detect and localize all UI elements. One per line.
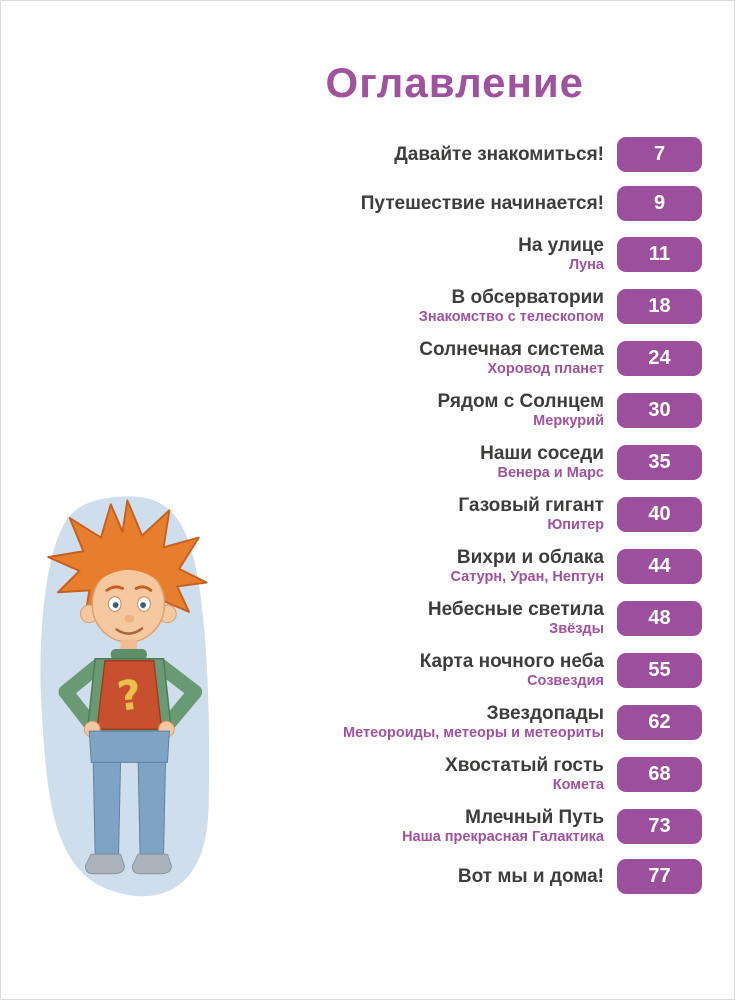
toc-entry-title: Вихри и облака	[456, 547, 604, 568]
toc-entry-title: Рядом с Солнцем	[437, 391, 604, 412]
toc-entry: Вихри и облака Сатурн, Уран, Нептун 44	[102, 547, 702, 585]
toc-entry-text: Хвостатый гость Комета	[445, 755, 604, 793]
toc-entry-text: На улице Луна	[518, 235, 604, 273]
toc-entry-text: В обсерватории Знакомство с телескопом	[419, 287, 604, 325]
toc-entry: Солнечная система Хоровод планет 24	[102, 339, 702, 377]
page-number-badge: 11	[617, 236, 702, 272]
page-number-badge: 18	[617, 288, 702, 324]
toc-entry-text: Звездопады Метеороиды, метеоры и метеори…	[343, 703, 604, 741]
toc-entry-text: Рядом с Солнцем Меркурий	[437, 391, 604, 429]
page-number-badge: 68	[617, 756, 702, 792]
page-number-badge: 9	[617, 186, 702, 221]
toc-entry-subtitle: Метеороиды, метеоры и метеориты	[343, 725, 604, 741]
toc-entry: Путешествие начинается! 9	[102, 186, 702, 221]
toc-entry-title: Карта ночного неба	[419, 651, 604, 672]
toc-entry: Млечный Путь Наша прекрасная Галактика 7…	[102, 807, 702, 845]
toc-entry-text: Вихри и облака Сатурн, Уран, Нептун	[450, 547, 604, 585]
page-number-badge: 7	[617, 137, 702, 172]
toc-entry-subtitle: Сатурн, Уран, Нептун	[450, 569, 604, 585]
toc-entry: В обсерватории Знакомство с телескопом 1…	[102, 287, 702, 325]
toc-entry-subtitle: Наша прекрасная Галактика	[402, 829, 604, 845]
toc-entry: Давайте знакомиться! 7	[102, 137, 702, 172]
toc-entry-subtitle: Знакомство с телескопом	[418, 309, 604, 325]
toc-entry-text: Млечный Путь Наша прекрасная Галактика	[402, 807, 604, 845]
page-number-badge: 48	[617, 600, 702, 636]
toc-entry-title: На улице	[518, 235, 604, 256]
page-number-badge: 44	[617, 548, 702, 584]
toc-entry-title: Газовый гигант	[458, 495, 604, 516]
toc-entry-text: Путешествие начинается!	[361, 193, 604, 215]
toc-entry-text: Наши соседи Венера и Марс	[480, 443, 604, 481]
toc-entry-title: Небесные светила	[427, 599, 604, 620]
toc-entry-title: Наши соседи	[480, 443, 604, 464]
toc-entry-subtitle: Комета	[552, 777, 604, 793]
page-number-badge: 24	[617, 340, 702, 376]
toc-entry: Вот мы и дома! 77	[102, 859, 702, 894]
page-number-badge: 55	[617, 652, 702, 688]
toc-entry: Газовый гигант Юпитер 40	[102, 495, 702, 533]
toc-entry-subtitle: Созвездия	[527, 673, 604, 689]
toc-entry: Рядом с Солнцем Меркурий 30	[102, 391, 702, 429]
page-number-badge: 35	[617, 444, 702, 480]
toc-entry-text: Солнечная система Хоровод планет	[419, 339, 604, 377]
page-number-badge: 62	[617, 704, 702, 740]
toc-entry-title: Звездопады	[486, 703, 604, 724]
toc-entry-subtitle: Венера и Марс	[497, 465, 605, 481]
page-number-badge: 40	[617, 496, 702, 532]
toc-entry: На улице Луна 11	[102, 235, 702, 273]
table-of-contents: Давайте знакомиться! 7 Путешествие начин…	[102, 137, 702, 908]
toc-entry-subtitle: Звёзды	[549, 621, 604, 637]
toc-entry-text: Небесные светила Звёзды	[428, 599, 604, 637]
boy-illustration: ?	[15, 467, 230, 917]
toc-entry-subtitle: Меркурий	[533, 413, 604, 429]
toc-entry-subtitle: Луна	[568, 257, 604, 273]
toc-entry-text: Давайте знакомиться!	[394, 144, 604, 166]
toc-entry-subtitle: Хоровод планет	[487, 361, 604, 377]
toc-entry: Звездопады Метеороиды, метеоры и метеори…	[102, 703, 702, 741]
toc-entry-title: Хвостатый гость	[445, 755, 604, 776]
toc-entry-text: Газовый гигант Юпитер	[458, 495, 604, 533]
toc-entry-title: Солнечная система	[419, 339, 604, 360]
cartoon-boy-icon: ?	[40, 496, 210, 897]
toc-entry-title: Вот мы и дома!	[457, 865, 604, 887]
toc-entry-text: Карта ночного неба Созвездия	[420, 651, 604, 689]
toc-entry-title: Млечный Путь	[465, 807, 604, 828]
toc-entry: Наши соседи Венера и Марс 35	[102, 443, 702, 481]
toc-entry-title: Давайте знакомиться!	[394, 143, 604, 165]
toc-entry-title: В обсерватории	[451, 287, 604, 308]
page-title: Оглавление	[325, 59, 584, 106]
toc-entry-text: Вот мы и дома!	[458, 866, 604, 888]
page-number-badge: 73	[617, 808, 702, 844]
page-number-badge: 77	[617, 859, 702, 894]
toc-entry-title: Путешествие начинается!	[360, 192, 604, 214]
page-number-badge: 30	[617, 392, 702, 428]
toc-entry-subtitle: Юпитер	[547, 517, 604, 533]
toc-entry: Небесные светила Звёзды 48	[102, 599, 702, 637]
toc-entry: Карта ночного неба Созвездия 55	[102, 651, 702, 689]
toc-entry: Хвостатый гость Комета 68	[102, 755, 702, 793]
